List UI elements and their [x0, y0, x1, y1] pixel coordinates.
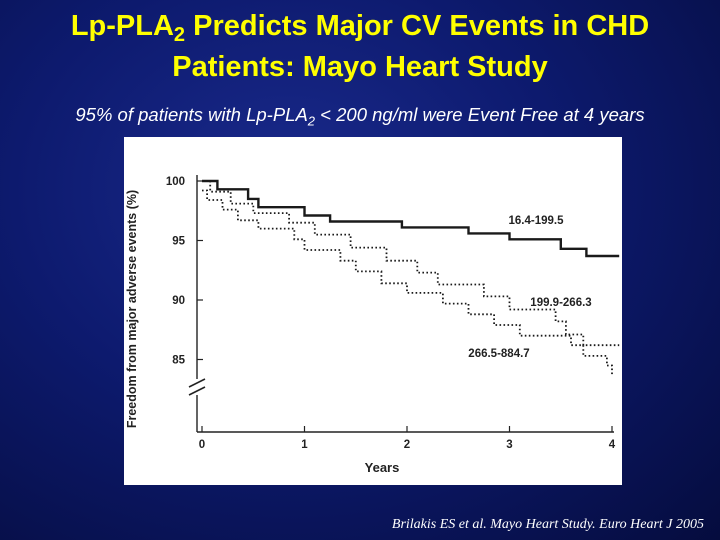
slide-title: Lp-PLA2 Predicts Major CV Events in CHD …	[0, 10, 720, 83]
series-line-3	[202, 189, 613, 377]
slide-subtitle: 95% of patients with Lp-PLA2 < 200 ng/ml…	[75, 104, 645, 129]
series-line-2	[202, 180, 620, 347]
title-line-1: Lp-PLA2 Predicts Major CV Events in CHD	[70, 10, 650, 46]
axis-break-mark	[188, 378, 206, 388]
x-axis-label: Years	[365, 460, 400, 475]
series-label-1: 16.4-199.5	[509, 215, 565, 227]
x-tick-label: 4	[609, 439, 616, 451]
citation: Brilakis ES et al. Mayo Heart Study. Eur…	[391, 517, 704, 532]
x-tick-label: 0	[199, 439, 205, 451]
y-tick-label: 90	[172, 295, 185, 307]
y-axis-label: Freedom from major adverse events (%)	[125, 190, 139, 428]
y-tick-label: 100	[166, 176, 185, 188]
y-tick-label: 95	[172, 236, 185, 248]
y-tick-label: 85	[172, 355, 185, 367]
x-tick-label: 1	[301, 439, 308, 451]
title-line-2: Patients: Mayo Heart Study	[172, 51, 548, 83]
kaplan-meier-chart: 85 90 95 100 0 1 2 3 4 Years Freedom from major ad…	[125, 175, 620, 475]
x-tick-label: 2	[404, 439, 410, 451]
axis-break-mark	[188, 386, 206, 396]
chart-figure: 85 90 95 100 0 1 2 3 4 Years Freedom from major ad…	[124, 137, 622, 485]
series-label-3: 266.5-884.7	[468, 348, 529, 360]
x-tick-label: 3	[506, 439, 512, 451]
series-label-2: 199.9-266.3	[530, 297, 591, 309]
series-line-1	[202, 179, 620, 258]
